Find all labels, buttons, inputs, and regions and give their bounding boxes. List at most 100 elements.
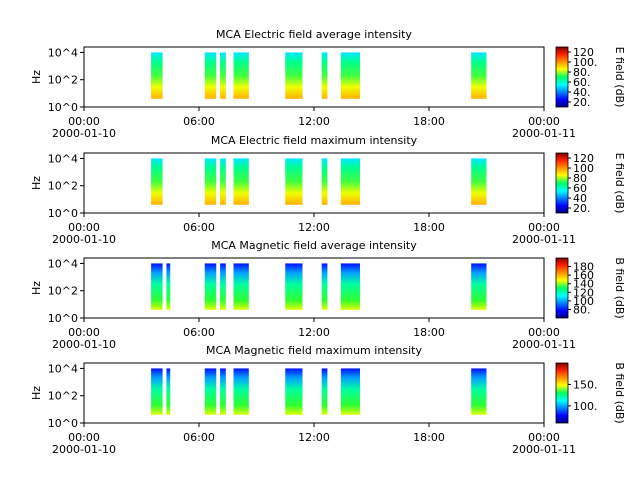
spectrogram-segment <box>285 368 303 415</box>
colorbar-label: E field (dB) <box>613 47 626 108</box>
colorbar-tick-label: 160 <box>573 269 594 282</box>
x-date-label: 2000-01-10 <box>52 443 116 456</box>
x-tick-label: 00:00 <box>68 431 100 444</box>
colorbar-label: B field (dB) <box>613 362 626 423</box>
colorbar-tick-label: 40. <box>573 86 591 99</box>
colorbar-tick-label: 180 <box>573 261 594 274</box>
colorbar <box>555 46 569 108</box>
x-tick-label: 18:00 <box>413 431 445 444</box>
y-axis-label: Hz <box>30 176 43 190</box>
y-axis-label: Hz <box>30 70 43 84</box>
y-tick-label: 10^4 <box>48 362 78 375</box>
spectrogram-segment <box>233 52 249 99</box>
colorbar-tick-label: 100 <box>573 295 594 308</box>
colorbar-tick-label: 60. <box>573 76 591 89</box>
x-tick-label: 18:00 <box>413 115 445 128</box>
y-tick-label: 10^2 <box>48 285 78 298</box>
y-axis-label: Hz <box>30 386 43 400</box>
spectrogram-segment <box>151 158 163 205</box>
spectrogram-segment <box>471 52 487 99</box>
colorbar-tick-label: 140 <box>573 278 594 291</box>
x-tick-label: 12:00 <box>298 221 330 234</box>
y-tick-label: 10^4 <box>48 46 78 59</box>
x-date-label: 2000-01-11 <box>512 338 576 351</box>
spectrogram-segment <box>285 158 303 205</box>
y-tick-label: 10^2 <box>48 180 78 193</box>
colorbar-tick-label: 60 <box>573 182 587 195</box>
colorbar-tick-label: 80. <box>573 66 591 79</box>
x-tick-label: 18:00 <box>413 326 445 339</box>
colorbar <box>555 257 569 319</box>
spectrogram-segment <box>151 52 163 99</box>
spectrogram-segment <box>204 52 217 99</box>
x-tick-label: 06:00 <box>183 221 215 234</box>
panel-title: MCA Electric field maximum intensity <box>211 134 418 147</box>
spectrogram-segment <box>233 263 249 310</box>
y-tick-label: 10^2 <box>48 74 78 87</box>
colorbar-tick-label: 100 <box>573 162 594 175</box>
spectrogram-segment <box>321 52 328 99</box>
spectrogram-segment <box>340 368 360 415</box>
colorbar-tick-label: 120 <box>573 46 594 59</box>
x-tick-label: 06:00 <box>183 431 215 444</box>
colorbar-tick-label: 150. <box>573 378 598 391</box>
colorbar-label: E field (dB) <box>613 153 626 214</box>
x-tick-label: 06:00 <box>183 115 215 128</box>
x-date-label: 2000-01-10 <box>52 127 116 140</box>
y-tick-label: 10^4 <box>48 257 78 270</box>
colorbar-label: B field (dB) <box>613 257 626 318</box>
spectrogram-segment <box>151 263 163 310</box>
x-date-label: 2000-01-10 <box>52 338 116 351</box>
colorbar-tick-label: 100. <box>573 56 598 69</box>
colorbar-tick-label: 40 <box>573 192 587 205</box>
x-tick-label: 00:00 <box>528 115 560 128</box>
spectrogram-segment <box>321 368 328 415</box>
panel-title: MCA Magnetic field average intensity <box>211 239 417 252</box>
spectrogram-segment <box>471 368 487 415</box>
spectrogram-segment <box>220 52 226 99</box>
x-tick-label: 18:00 <box>413 221 445 234</box>
y-tick-label: 10^4 <box>48 152 78 165</box>
panel-title: MCA Magnetic field maximum intensity <box>206 344 422 357</box>
y-tick-label: 10^0 <box>48 417 78 430</box>
spectrogram-segment <box>471 263 487 310</box>
spectrogram-segment <box>233 368 249 415</box>
spectrogram-segment <box>340 158 360 205</box>
spectrogram-segment <box>220 368 226 415</box>
x-date-label: 2000-01-11 <box>512 443 576 456</box>
x-tick-label: 00:00 <box>68 326 100 339</box>
spectrogram-segment <box>220 158 226 205</box>
colorbar <box>555 152 569 214</box>
x-date-label: 2000-01-11 <box>512 127 576 140</box>
x-date-label: 2000-01-10 <box>52 233 116 246</box>
spectrogram-segment <box>151 368 163 415</box>
spectrogram-segment <box>204 263 217 310</box>
colorbar-tick-label: 100. <box>573 400 598 413</box>
y-tick-label: 10^0 <box>48 312 78 325</box>
colorbar-tick-label: 20. <box>573 96 591 109</box>
colorbar-tick-label: 120 <box>573 152 594 165</box>
x-tick-label: 00:00 <box>528 431 560 444</box>
x-tick-label: 00:00 <box>528 326 560 339</box>
colorbar-tick-label: 120 <box>573 286 594 299</box>
x-tick-label: 06:00 <box>183 326 215 339</box>
x-tick-label: 00:00 <box>68 115 100 128</box>
colorbar-tick-label: 80 <box>573 172 587 185</box>
y-axis-label: Hz <box>30 281 43 295</box>
spectrogram-segment <box>340 52 360 99</box>
panel-title: MCA Electric field average intensity <box>216 28 412 41</box>
spectrogram-segment <box>204 158 217 205</box>
y-tick-label: 10^0 <box>48 101 78 114</box>
spectrogram-segment <box>166 368 171 415</box>
y-tick-label: 10^2 <box>48 390 78 403</box>
spectrogram-segment <box>471 158 487 205</box>
x-tick-label: 12:00 <box>298 115 330 128</box>
x-tick-label: 12:00 <box>298 431 330 444</box>
colorbar-tick-label: 80. <box>573 303 591 316</box>
spectrogram-segment <box>321 158 328 205</box>
spectrogram-segment <box>285 52 303 99</box>
x-date-label: 2000-01-11 <box>512 233 576 246</box>
spectrogram-segment <box>220 263 226 310</box>
spectrogram-segment <box>204 368 217 415</box>
